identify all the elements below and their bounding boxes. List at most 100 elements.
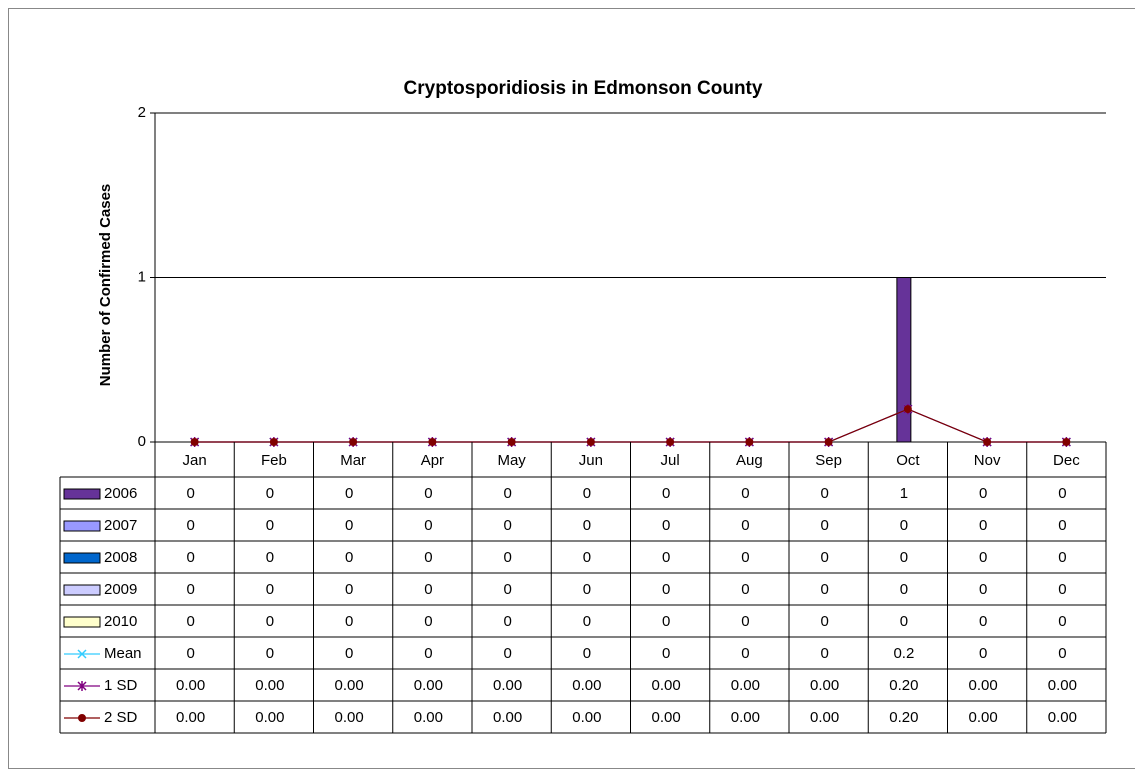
table-cell: 0 [503,517,511,534]
legend-marker [77,649,87,659]
legend-label: 2 SD [104,709,138,726]
table-cell: 0 [979,485,987,502]
table-cell: 0 [266,581,274,598]
legend-label: 2008 [104,549,137,566]
x-tick-label: May [497,452,526,469]
table-cell: 0 [424,517,432,534]
table-cell: 0.00 [652,709,681,726]
marker [903,405,912,414]
legend-label: 2009 [104,581,137,598]
table-cell: 0 [186,581,194,598]
table-cell: 0 [741,581,749,598]
table-cell: 0 [741,613,749,630]
table-cell: 0 [741,549,749,566]
marker [824,438,833,446]
table-cell: 0 [979,613,987,630]
marker [983,438,992,446]
table-cell: 0 [662,549,670,566]
table-cell: 0.00 [255,709,284,726]
y-tick-label: 2 [138,104,146,121]
x-tick-label: Apr [421,452,444,469]
table-cell: 0 [1058,517,1066,534]
table-cell: 0 [186,549,194,566]
table-cell: 0.00 [572,677,601,694]
table-cell: 0 [266,549,274,566]
table-cell: 0 [900,517,908,534]
table-cell: 0 [1058,581,1066,598]
table-cell: 0 [503,485,511,502]
table-cell: 0 [424,645,432,662]
table-cell: 0 [979,549,987,566]
table-cell: 0 [662,613,670,630]
table-cell: 0 [820,613,828,630]
table-cell: 0 [1058,613,1066,630]
x-tick-label: Aug [736,452,763,469]
legend-marker [78,714,86,722]
table-cell: 0 [503,613,511,630]
x-tick-label: Oct [896,452,920,469]
legend-key [63,616,101,628]
legend-label: Mean [104,645,142,662]
table-cell: 0 [900,613,908,630]
table-cell: 0.00 [255,677,284,694]
table-cell: 0 [820,581,828,598]
table-cell: 0 [900,581,908,598]
x-tick-label: Sep [815,452,842,469]
table-cell: 0 [345,549,353,566]
table-cell: 0 [900,549,908,566]
table-cell: 0 [1058,485,1066,502]
table-cell: 0.00 [652,677,681,694]
marker [349,438,358,446]
table-cell: 0 [741,517,749,534]
marker [190,438,199,446]
table-cell: 0.2 [893,645,914,662]
table-cell: 0 [424,613,432,630]
legend-key [63,520,101,532]
x-tick-label: Jun [579,452,603,469]
legend-label: 2010 [104,613,137,630]
table-cell: 0 [1058,645,1066,662]
table-cell: 0.00 [335,677,364,694]
table-cell: 0.00 [493,677,522,694]
table-cell: 0 [979,517,987,534]
legend-key [63,488,101,500]
table-cell: 0 [424,549,432,566]
table-cell: 0 [583,645,591,662]
table-cell: 1 [900,485,908,502]
table-cell: 0 [583,613,591,630]
table-cell: 0 [741,645,749,662]
table-cell: 0.00 [335,709,364,726]
chart-title: Cryptosporidiosis in Edmonson County [404,78,763,99]
x-tick-label: Jul [661,452,680,469]
legend-marker [77,681,87,691]
table-cell: 0 [820,485,828,502]
y-tick-label: 0 [138,433,146,450]
legend-key [63,552,101,564]
table-cell: 0.00 [493,709,522,726]
bar [896,277,912,443]
marker [666,438,675,446]
x-tick-label: Jan [183,452,207,469]
legend-label: 1 SD [104,677,138,694]
table-cell: 0 [583,549,591,566]
table-cell: 0 [266,613,274,630]
table-cell: 0 [979,645,987,662]
y-tick-label: 1 [138,268,146,285]
table-cell: 0 [1058,549,1066,566]
table-cell: 0 [503,645,511,662]
table-cell: 0 [662,581,670,598]
table-cell: 0 [583,517,591,534]
table-cell: 0 [186,485,194,502]
table-cell: 0 [662,517,670,534]
table-cell: 0 [266,645,274,662]
table-cell: 0.00 [810,709,839,726]
table-cell: 0 [424,581,432,598]
marker [428,438,437,446]
x-tick-label: Nov [974,452,1001,469]
marker [507,438,516,446]
table-cell: 0 [186,613,194,630]
table-cell: 0 [583,581,591,598]
marker [269,438,278,446]
